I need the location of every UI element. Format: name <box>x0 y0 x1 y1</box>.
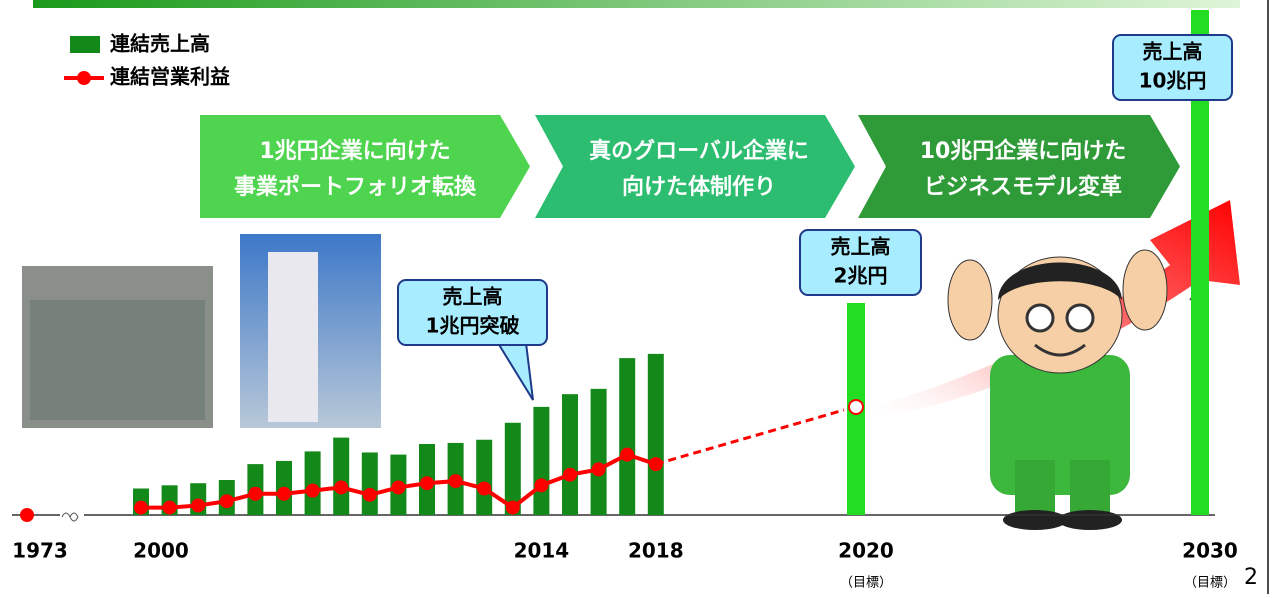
x-tick-label: 2030 <box>1182 539 1238 563</box>
profit-point <box>620 448 634 462</box>
profit-point <box>534 478 548 492</box>
bar <box>591 389 607 515</box>
profit-point <box>363 488 377 502</box>
stage-label: 1兆円企業に向けた <box>259 138 450 164</box>
profit-point <box>306 484 320 498</box>
callout-text: 売上高 <box>443 285 503 309</box>
bar <box>562 394 578 515</box>
profit-point <box>248 487 262 501</box>
target-note: （目標） <box>1184 576 1236 591</box>
callout-text: 1兆円突破 <box>426 314 520 338</box>
stage-arrow <box>858 115 1180 218</box>
profit-point <box>220 494 234 508</box>
forecast-point <box>849 400 863 414</box>
page-number: 2 <box>1244 565 1258 590</box>
stage-arrow <box>535 115 855 218</box>
profit-point <box>592 462 606 476</box>
stage-label: 向けた体制作り <box>622 174 776 200</box>
legend-swatch <box>70 36 100 53</box>
legend-label: 連結売上高 <box>110 32 210 56</box>
slide: 2 連結売上高連結営業利益 1兆円企業に向けた事業ポートフォリオ転換 真のグローバル… <box>0 0 1284 594</box>
profit-point <box>20 508 34 522</box>
profit-point <box>191 498 205 512</box>
x-tick-label: 1973 <box>12 539 68 563</box>
page: {"chart_data": { "type": "bar", "categor… <box>0 0 1284 594</box>
callout-text: 売上高 <box>831 235 891 259</box>
callout-text: 10兆円 <box>1139 69 1207 93</box>
bar <box>476 440 492 515</box>
callout-text: 2兆円 <box>834 264 888 288</box>
stage-label: 事業ポートフォリオ転換 <box>234 174 477 200</box>
profit-point <box>334 480 348 494</box>
bar <box>648 354 664 515</box>
profit-point <box>391 480 405 494</box>
profit-point <box>477 482 491 496</box>
bar <box>305 451 321 515</box>
bar <box>333 438 349 515</box>
x-tick-label: 2018 <box>628 539 684 563</box>
stage-arrow <box>200 115 530 218</box>
legend-label: 連結営業利益 <box>110 65 230 89</box>
x-tick-label: 2014 <box>514 539 570 563</box>
x-tick-label: 2020 <box>838 539 894 563</box>
profit-point <box>134 501 148 515</box>
stage-label: ビジネスモデル変革 <box>924 174 1122 200</box>
header-bar <box>33 0 1240 8</box>
photo-tower <box>268 252 318 422</box>
profit-point <box>506 501 520 515</box>
forecast-line <box>656 410 844 464</box>
bar <box>619 358 635 515</box>
callout-pointer <box>498 343 533 400</box>
axis-break <box>62 513 78 521</box>
x-tick-label: 2000 <box>133 539 189 563</box>
profit-point <box>420 476 434 490</box>
stage-label: 10兆円企業に向けた <box>920 138 1127 164</box>
profit-point <box>163 501 177 515</box>
legend-swatch <box>77 71 91 85</box>
photo-detail <box>30 300 205 420</box>
callout-text: 売上高 <box>1143 40 1203 64</box>
bar <box>362 452 378 515</box>
target-note: （目標） <box>840 576 892 591</box>
bar <box>533 407 549 515</box>
profit-point <box>563 468 577 482</box>
profit-point <box>449 474 463 488</box>
profit-point <box>277 487 291 501</box>
stage-label: 真のグローバル企業に <box>589 138 809 164</box>
